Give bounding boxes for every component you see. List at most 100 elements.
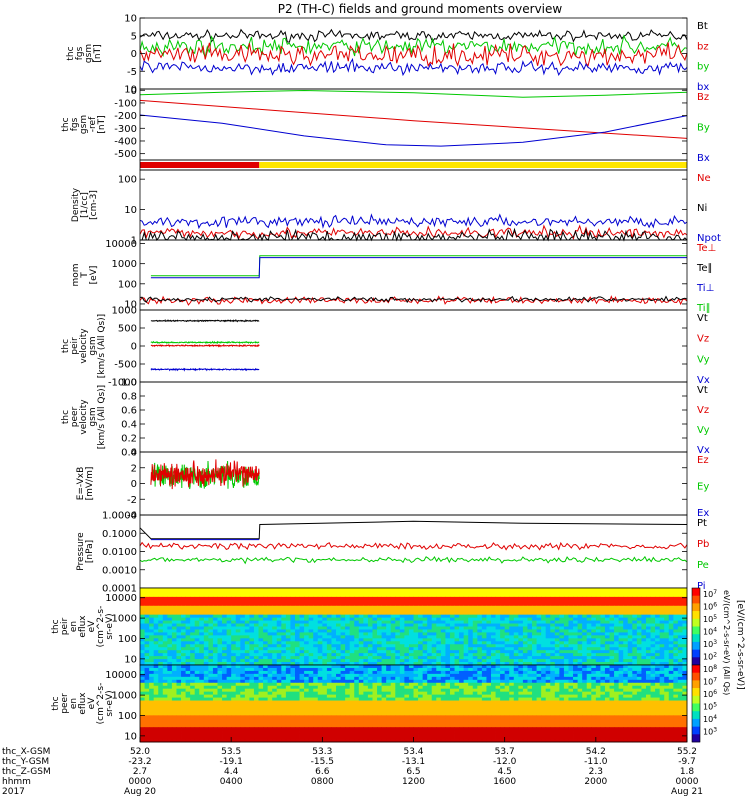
y-axis-label-line: eV: [87, 620, 97, 633]
spectrogram-colorbars: 107 106 105 104 103 102 108 107 106 105 104 103 eV/(…: [691, 587, 745, 743]
colorbar-tick: 104: [703, 627, 717, 637]
y-axis-label-line: thc: [61, 117, 71, 131]
series-density-Npot: [139, 213, 688, 230]
series-peir_velocity-Vz: [150, 343, 260, 348]
y-axis-label-efield: E=-VxB [mV/m]: [76, 467, 95, 501]
panel-fgs: 10 5 0 -5 thc fgs gsm [nT] Bt bz by bx: [66, 14, 709, 94]
axes-frame-efield: [139, 451, 688, 516]
y-tick-label: 0: [131, 479, 137, 490]
x-tick-value: 53.3: [312, 747, 332, 757]
series-fgs-Bt: [139, 28, 688, 43]
legend-Ti∥: Ti∥: [696, 303, 711, 314]
y-tick-label: -1000: [108, 378, 137, 389]
colorbar-units-bottom: [eV/(cm^2-s-sr-eV)]: [735, 600, 745, 690]
y-tick-label: 1.0000: [102, 511, 137, 522]
legend-Npot: Npot: [697, 233, 721, 244]
mode-bar-segment-1: [259, 162, 687, 168]
y-axis-label-line: fgs: [70, 117, 80, 131]
y-axis-label-line: thc: [66, 46, 76, 60]
y-axis-label-line: -ref: [88, 116, 98, 132]
legend-Pb: Pb: [697, 539, 709, 550]
y-tick-label: 0.0010: [102, 565, 137, 576]
x-tick-value: 53.5: [221, 747, 241, 757]
y-axis-label-temperature: mom T [eV]: [71, 263, 99, 286]
panel-fgs_ref: 100-100 -200 -300-400 -500 thc fgs gsm -ref [nT]…: [61, 85, 710, 165]
series-pressure-Pe: [139, 555, 688, 565]
x-tick-value: 1.8: [680, 767, 695, 777]
series-efield-Ez: [150, 459, 260, 490]
x-tick-value: 2.3: [589, 767, 603, 777]
y-axis-label-line: en: [69, 698, 79, 709]
series-temperature-Te∥: [139, 295, 688, 304]
colorbar-units-top: eV/(cm^2-s-sr-eV) (All Qs): [722, 590, 731, 695]
legend-Vz: Vz: [697, 334, 709, 345]
legend-Vy: Vy: [697, 354, 710, 365]
x-tick-value: 4.5: [498, 767, 512, 777]
legend-Ne: Ne: [697, 173, 711, 184]
y-axis-label-line: gsm: [84, 44, 94, 63]
y-axis-label-line: sr-eV): [105, 613, 115, 639]
x-tick-value: 1600: [493, 777, 516, 787]
y-tick-label: 10000: [105, 670, 137, 681]
x-tick-value: 6.6: [315, 767, 330, 777]
y-axis-label-line: sr-eV): [105, 690, 115, 716]
y-axis-label-fgs_ref: thc fgs gsm -ref [nT]: [61, 115, 107, 134]
y-axis-label-line: Density: [71, 187, 81, 222]
y-tick-label: 10: [124, 14, 137, 25]
y-axis-label-line: eflux: [78, 692, 88, 715]
y-tick-label: 10: [124, 205, 137, 216]
y-axis-label-line: thc: [51, 619, 61, 633]
y-axis-label-line: gsm: [88, 336, 98, 355]
y-axis-label-line: (cm^2-s-: [96, 683, 106, 725]
y-tick-label: 4: [131, 448, 137, 459]
panel-temperature: 10000 1000 100 10 mom T [eV] Te⊥ Te∥ Ti⊥ Ti∥: [71, 239, 716, 314]
x-tick-value: 2.7: [133, 767, 147, 777]
y-axis-label-line: velocity: [79, 399, 89, 435]
legend-Bx: Bx: [697, 153, 710, 164]
x-tick-value: 0400: [220, 777, 243, 787]
y-tick-label: -2: [127, 495, 137, 506]
panel-peir_spec: 10000 1000 100 10 thc peir en eflux eV (cm^2-s-sr…: [51, 587, 688, 666]
x-tick-value: -23.2: [128, 757, 151, 767]
series-pressure-Pt: [139, 520, 688, 540]
y-axis-label-line: thc: [61, 339, 71, 353]
legend-Pe: Pe: [697, 560, 709, 571]
y-tick-label: 10: [124, 299, 137, 310]
legend-Vz: Vz: [697, 405, 709, 416]
y-axis-label-peer_spec: thc peer en eflux eV (cm^2-s-sr-eV): [51, 683, 115, 725]
x-tick-value: 53.7: [495, 747, 515, 757]
series-density-Ne: [139, 224, 688, 241]
y-tick-label: -200: [114, 111, 137, 122]
y-tick-label: 10000: [105, 593, 137, 604]
legend-Te⊥: Te⊥: [696, 243, 716, 254]
series-fgs-bz: [139, 42, 688, 68]
x-tick-value: 4.4: [224, 767, 239, 777]
colorbar-frame: [691, 664, 701, 743]
colorbar-tick: 105: [703, 702, 717, 712]
y-tick-label: 5: [131, 31, 137, 42]
series-pressure-Pb: [139, 541, 688, 551]
y-tick-label: 100: [118, 175, 137, 186]
legend-bx: bx: [697, 82, 709, 93]
colorbar-units-bottom: [eV/(cm^2-s-sr-eV)]: [735, 600, 745, 690]
x-tick-value: 1200: [402, 777, 425, 787]
y-axis-label-line: velocity: [79, 328, 89, 364]
x-tick-value: 55.2: [677, 747, 697, 757]
y-axis-label-line: [nT]: [93, 44, 103, 62]
colorbar-tick: 107: [703, 589, 717, 599]
y-tick-label: 1.0: [121, 378, 137, 389]
x-row-label: 2017: [2, 787, 25, 797]
y-axis-label-line: fgs: [75, 46, 85, 60]
y-tick-label: 0.8: [121, 392, 137, 403]
y-tick-label: -500: [114, 360, 137, 371]
panel-mode_bar: [139, 159, 688, 171]
y-axis-label-line: eV: [87, 697, 97, 710]
legend-Vt: Vt: [697, 313, 708, 324]
legend-Ex: Ex: [697, 508, 709, 519]
legend-By: By: [697, 123, 710, 134]
y-tick-label: 100: [118, 711, 137, 722]
x-tick-value: 53.4: [403, 747, 423, 757]
x-tick-value: 52.0: [130, 747, 150, 757]
x-row-label: thc_Y-GSM: [2, 757, 49, 767]
panel-pressure: 1.0000 0.1000 0.0100 0.0010 0.0001 Pressure [n…: [76, 511, 709, 595]
